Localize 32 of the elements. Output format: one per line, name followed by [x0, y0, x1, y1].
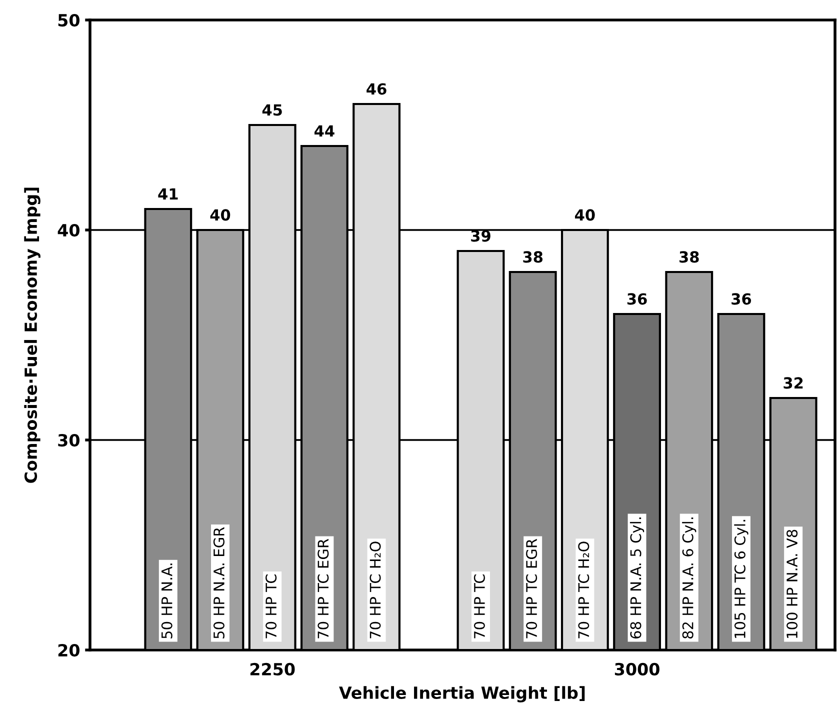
data-label: 46 [366, 83, 386, 95]
x-axis-title: Vehicle Inertia Weight [lb] [339, 686, 585, 702]
x-tick-label: 100 HP N.A. V8 [786, 530, 798, 638]
y-tick-label: 40 [58, 224, 80, 237]
text: 3000 [614, 662, 660, 676]
data-label: 40 [574, 209, 595, 221]
x-tick-label: 105 HP TC 6 Cyl. [734, 520, 748, 638]
x-tick-label: 70 HP TC H₂O [578, 542, 590, 638]
x-tick-label: 70 HP TC EGR [318, 538, 329, 638]
y-tick-label: 20 [58, 644, 80, 657]
data-label: 40 [210, 209, 230, 221]
y-tick-label: 30 [58, 434, 80, 447]
data-label: 32 [784, 377, 803, 389]
data-label: 44 [314, 125, 334, 137]
x-tick-label: 70 HP TC [266, 574, 277, 638]
data-label: 39 [471, 230, 490, 242]
text: 2250 [250, 662, 295, 676]
data-label: 41 [158, 188, 178, 200]
y-tick-label: 50 [58, 14, 80, 27]
data-label: 38 [523, 251, 543, 263]
x-tick-label: 82 HP N.A. 6 Cyl. [682, 518, 696, 639]
data-label: 45 [262, 104, 282, 116]
x-tick-label: 50 HP N.A. [161, 564, 172, 638]
y-axis-title: Composite·Fuel Economy [mpg] [24, 188, 40, 483]
x-tick-label: 70 HP TC EGR [526, 538, 538, 638]
data-label: 36 [732, 293, 752, 305]
data-label: 38 [680, 251, 699, 263]
data-label: 36 [627, 293, 647, 305]
x-tick-label: 70 HP TC H₂O [370, 542, 381, 638]
x-tick-label: 68 HP N.A. 5 Cyl. [630, 518, 644, 638]
x-tick-label: 70 HP TC [474, 574, 485, 638]
x-tick-label: 50 HP N.A. EGR [213, 527, 224, 638]
